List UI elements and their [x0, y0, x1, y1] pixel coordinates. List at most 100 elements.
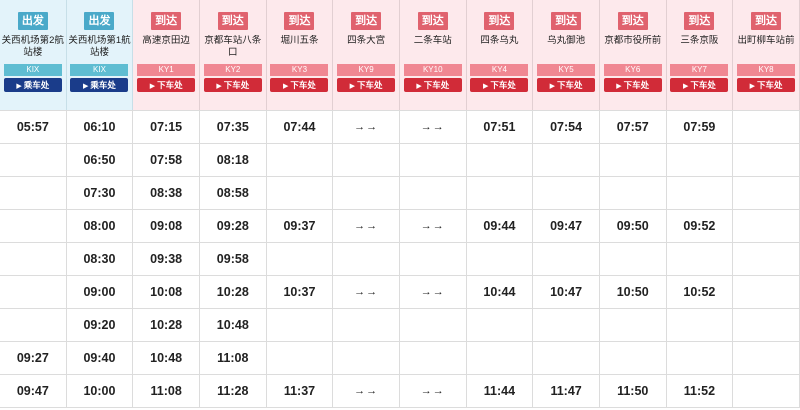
- timetable-row: 09:20 10:28 10:48: [0, 309, 800, 342]
- triangle-right-icon: ▶: [549, 83, 556, 90]
- triangle-right-icon: ▶: [83, 83, 89, 90]
- arrival-badge: 到达: [417, 12, 448, 30]
- station-name: 乌丸御池: [547, 35, 586, 46]
- station-column-kix-1: 出发 关西机场第1航站楼 KIX ▶ 乘车处: [66, 0, 134, 110]
- alighting-point-button[interactable]: ▶ 下车处: [737, 78, 796, 92]
- alighting-point-button[interactable]: ▶ 下车处: [537, 78, 596, 92]
- triangle-right-icon: ▶: [349, 83, 356, 90]
- pass-through-cell: →→: [333, 375, 400, 407]
- button-label: 乘车处: [23, 80, 50, 90]
- time-cell: [333, 243, 400, 275]
- pass-through-cell: →→: [400, 375, 467, 407]
- station-code: KY8: [737, 64, 796, 76]
- station-column-ky3-4: 到达 堀川五条 KY3 ▶ 下车处: [266, 0, 334, 110]
- station-name: 二条车站: [413, 35, 452, 46]
- button-label: 下车处: [223, 80, 250, 90]
- time-cell: 09:44: [467, 210, 534, 242]
- time-cell: [533, 177, 600, 209]
- alighting-point-button[interactable]: ▶ 下车处: [603, 78, 662, 92]
- time-cell: 09:37: [267, 210, 334, 242]
- time-cell: 07:59: [667, 111, 734, 143]
- time-cell: 09:28: [200, 210, 267, 242]
- time-cell: [667, 309, 734, 341]
- station-name: 四条大宫: [347, 35, 386, 46]
- time-cell: [667, 342, 734, 374]
- time-cell: [533, 309, 600, 341]
- time-cell: 10:48: [200, 309, 267, 341]
- station-name: 京都车站八条口: [204, 35, 262, 58]
- time-cell: [600, 243, 667, 275]
- time-cell: [600, 342, 667, 374]
- triangle-right-icon: ▶: [616, 83, 622, 90]
- departure-badge: 出发: [84, 12, 115, 30]
- triangle-right-icon: ▶: [482, 83, 489, 90]
- pass-through-cell: →→: [400, 210, 467, 242]
- time-cell: 08:30: [67, 243, 134, 275]
- button-label: 下车处: [490, 80, 516, 90]
- time-cell: 10:52: [667, 276, 734, 308]
- alighting-point-button[interactable]: ▶ 下车处: [403, 78, 462, 92]
- time-cell: [467, 177, 534, 209]
- time-cell: [733, 177, 800, 209]
- timetable-body: 05:57 06:10 07:15 07:35 07:44 →→ →→ 07:51 07:54 0…: [0, 110, 800, 408]
- button-label: 乘车处: [90, 80, 116, 90]
- triangle-right-icon: ▶: [416, 83, 422, 90]
- alighting-point-button[interactable]: ▶ 下车处: [203, 78, 262, 92]
- time-cell: 07:44: [267, 111, 334, 143]
- time-cell: [333, 144, 400, 176]
- triangle-right-icon: ▶: [216, 83, 222, 90]
- time-cell: 10:28: [200, 276, 267, 308]
- time-cell: [0, 177, 67, 209]
- station-code: KIX: [70, 64, 129, 76]
- time-cell: 09:38: [133, 243, 200, 275]
- alighting-point-button[interactable]: ▶ 下车处: [270, 78, 329, 92]
- triangle-right-icon: ▶: [149, 83, 156, 90]
- time-cell: [0, 276, 67, 308]
- boarding-point-button[interactable]: ▶ 乘车处: [3, 78, 62, 92]
- pass-through-cell: →→: [400, 111, 467, 143]
- button-label: 下车处: [690, 80, 716, 90]
- time-cell: [267, 243, 334, 275]
- time-cell: [600, 144, 667, 176]
- time-cell: 10:50: [600, 276, 667, 308]
- pass-through-cell: →→: [333, 210, 400, 242]
- time-cell: 11:08: [200, 342, 267, 374]
- station-code: KY9: [337, 64, 396, 76]
- time-cell: 09:47: [0, 375, 67, 407]
- alighting-point-button[interactable]: ▶ 下车处: [337, 78, 396, 92]
- station-column-ky2-3: 到达 京都车站八条口 KY2 ▶ 下车处: [199, 0, 267, 110]
- station-column-ky6-9: 到达 京都市役所前 KY6 ▶ 下车处: [599, 0, 667, 110]
- arrival-badge: 到达: [684, 12, 715, 30]
- time-cell: 11:52: [667, 375, 734, 407]
- station-name: 京都市役所前: [604, 35, 662, 46]
- time-cell: [0, 309, 67, 341]
- time-cell: 09:00: [67, 276, 134, 308]
- triangle-right-icon: ▶: [16, 83, 22, 90]
- station-code: KY3: [270, 64, 329, 76]
- time-cell: [467, 243, 534, 275]
- station-code: KY2: [203, 64, 262, 76]
- time-cell: [667, 243, 734, 275]
- timetable-row: 07:30 08:38 08:58: [0, 177, 800, 210]
- time-cell: [0, 144, 67, 176]
- timetable-row: 09:00 10:08 10:28 10:37 →→ →→ 10:44 10:47 10:50 1…: [0, 276, 800, 309]
- time-cell: 09:58: [200, 243, 267, 275]
- time-cell: [267, 342, 334, 374]
- time-cell: [733, 210, 800, 242]
- time-cell: 08:18: [200, 144, 267, 176]
- station-column-ky1-2: 到达 高速京田边 KY1 ▶ 下车处: [133, 0, 200, 110]
- button-label: 下车处: [423, 80, 450, 90]
- alighting-point-button[interactable]: ▶ 下车处: [137, 78, 196, 92]
- time-cell: [0, 243, 67, 275]
- time-cell: [267, 309, 334, 341]
- alighting-point-button[interactable]: ▶ 下车处: [470, 78, 529, 92]
- timetable-row: 05:57 06:10 07:15 07:35 07:44 →→ →→ 07:51 07:54 0…: [0, 110, 800, 144]
- alighting-point-button[interactable]: ▶ 下车处: [670, 78, 729, 92]
- boarding-point-button[interactable]: ▶ 乘车处: [70, 78, 129, 92]
- time-cell: [400, 243, 467, 275]
- time-cell: [533, 342, 600, 374]
- station-code: KY6: [603, 64, 662, 76]
- time-cell: 07:30: [67, 177, 134, 209]
- time-cell: [400, 144, 467, 176]
- time-cell: [733, 144, 800, 176]
